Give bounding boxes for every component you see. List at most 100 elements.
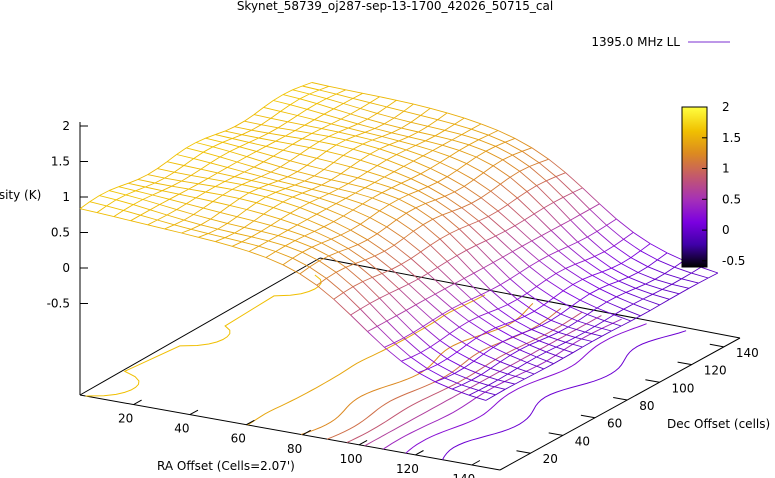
- surface-segment: [468, 316, 479, 322]
- surface-segment: [241, 180, 252, 186]
- surface-segment: [338, 127, 349, 133]
- surface-segment: [282, 94, 301, 100]
- surface-segment: [471, 128, 489, 136]
- surface-segment: [147, 174, 165, 179]
- surface-segment: [328, 131, 339, 137]
- surface-segment: [364, 131, 383, 137]
- x-tick-label: 40: [174, 422, 189, 436]
- surface-segment: [294, 235, 305, 242]
- surface-segment: [642, 298, 661, 306]
- surface-segment: [302, 192, 320, 199]
- surface-segment: [398, 283, 409, 290]
- surface-segment: [229, 146, 240, 152]
- surface-segment: [562, 196, 581, 216]
- surface-segment: [464, 117, 482, 125]
- surface-segment: [128, 178, 139, 184]
- surface-segment: [519, 266, 530, 274]
- surface-segment: [430, 340, 441, 348]
- surface-segment: [292, 196, 310, 204]
- surface-segment: [707, 272, 719, 279]
- surface-segment: [463, 179, 475, 187]
- surface-segment: [664, 266, 675, 274]
- surface-segment: [277, 235, 296, 242]
- surface-segment: [478, 216, 489, 222]
- surface-segment: [538, 340, 557, 348]
- surface-segment: [492, 341, 504, 348]
- surface-segment: [367, 165, 378, 173]
- surface-segment: [584, 255, 595, 261]
- surface-segment: [427, 119, 438, 127]
- surface-segment: [406, 149, 424, 157]
- surface-segment: [459, 326, 477, 339]
- surface-segment: [282, 257, 293, 266]
- surface-segment: [309, 260, 320, 268]
- surface-segment: [338, 251, 356, 264]
- surface-segment: [258, 137, 276, 142]
- surface-segment: [352, 281, 363, 288]
- surface-segment: [292, 192, 303, 198]
- surface-segment: [408, 278, 419, 285]
- surface-segment: [468, 394, 487, 401]
- surface-segment: [471, 202, 489, 217]
- surface-segment: [425, 293, 436, 300]
- surface-segment: [275, 140, 293, 145]
- surface-segment: [331, 179, 349, 185]
- surface-segment: [335, 203, 354, 211]
- contour-line: [382, 318, 622, 450]
- surface-segment: [106, 199, 117, 207]
- surface-segment: [193, 214, 211, 220]
- surface-segment: [205, 186, 216, 193]
- surface-segment: [331, 123, 349, 129]
- surface-segment: [280, 218, 298, 226]
- surface-segment: [244, 226, 262, 232]
- surface-segment: [379, 292, 390, 299]
- surface-segment: [386, 226, 405, 239]
- surface-segment: [340, 113, 351, 120]
- surface-segment: [649, 243, 668, 254]
- surface-segment: [319, 197, 337, 205]
- surface-segment: [444, 373, 455, 379]
- x-tick-label: 80: [287, 442, 302, 456]
- surface-segment: [270, 111, 281, 119]
- surface-segment: [306, 164, 325, 170]
- surface-segment: [488, 216, 506, 232]
- surface-segment: [142, 199, 160, 205]
- surface-segment: [505, 320, 516, 325]
- surface-segment: [495, 230, 506, 237]
- surface-segment: [507, 197, 518, 206]
- surface-segment: [434, 129, 446, 137]
- surface-segment: [616, 296, 634, 305]
- surface-segment: [413, 155, 424, 162]
- surface-segment: [512, 336, 530, 346]
- surface-segment: [379, 204, 390, 212]
- surface-segment: [273, 149, 284, 157]
- surface-segment: [381, 132, 392, 137]
- surface-segment: [268, 127, 279, 134]
- surface-segment: [215, 181, 226, 187]
- surface-segment: [263, 207, 274, 215]
- surface-segment: [432, 144, 443, 151]
- surface-segment: [376, 320, 388, 327]
- surface-segment: [159, 198, 170, 205]
- surface-segment: [190, 224, 201, 230]
- surface-segment: [306, 103, 318, 110]
- surface-segment: [478, 220, 496, 237]
- surface-segment: [147, 168, 158, 175]
- surface-segment: [381, 268, 392, 274]
- surface-segment: [480, 374, 499, 381]
- surface-segment: [355, 131, 366, 137]
- surface-segment: [241, 236, 252, 243]
- surface-segment: [360, 153, 371, 161]
- surface-segment: [432, 214, 443, 220]
- surface-segment: [562, 352, 574, 359]
- surface-segment: [205, 137, 223, 143]
- surface-segment: [280, 160, 291, 168]
- surface-segment: [401, 182, 419, 192]
- surface-segment: [545, 180, 564, 198]
- surface-segment: [326, 150, 344, 156]
- surface-segment: [287, 229, 305, 237]
- surface-segment: [215, 186, 233, 190]
- surface-segment: [348, 123, 359, 129]
- surface-segment: [623, 238, 641, 252]
- surface-segment: [343, 148, 354, 156]
